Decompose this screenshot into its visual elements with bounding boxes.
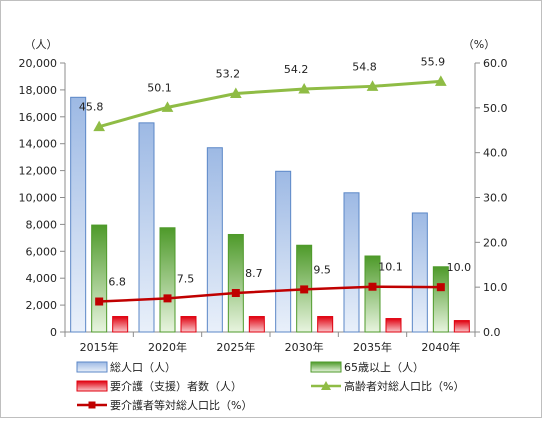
data-label: 10.0 [447, 261, 472, 274]
bar-1-2040年 [411, 212, 428, 333]
data-label: 54.2 [284, 63, 309, 76]
bar-1-2015年 [70, 96, 87, 333]
line-marker-triangle [298, 82, 311, 94]
y-left-tick-label: 12,000 [19, 165, 58, 178]
line-marker-square [300, 285, 309, 294]
bar-1-2035年 [343, 192, 360, 333]
line-series-1 [98, 79, 441, 129]
bar-2-2015年 [91, 224, 108, 333]
y-left-tick-label: 16,000 [19, 111, 58, 124]
legend-label: 65歳以上（人） [344, 361, 424, 374]
data-label: 7.5 [177, 272, 195, 285]
chart-legend: 総人口（人） 65歳以上（人） 要介護（支援）者数（人） 高齢者対総人口比（%） 要介護… [76, 360, 464, 412]
line-marker-triangle [229, 87, 242, 98]
y-right-tick-label: 30.0 [483, 192, 508, 205]
bar-3-2030年 [317, 316, 334, 333]
y-left-tick-label: 6,000 [26, 245, 58, 258]
line-marker-square [368, 282, 377, 291]
data-label: 9.5 [313, 263, 331, 276]
bar-2-2040年 [432, 266, 449, 333]
bar-1-2025年 [206, 147, 223, 333]
bar-3-2040年 [453, 320, 470, 333]
bar-2-2035年 [364, 255, 381, 333]
data-label: 45.8 [79, 101, 104, 114]
y-right-tick-label: 60.0 [483, 57, 508, 70]
y-right-tick-label: 40.0 [483, 147, 508, 160]
bar-3-2020年 [180, 316, 197, 333]
y-left-unit: （人） [25, 38, 58, 51]
y-left-tick-label: 20,000 [19, 57, 58, 70]
line-marker-triangle [93, 120, 106, 132]
y-right-unit: （%） [463, 38, 495, 51]
data-label: 8.7 [245, 267, 263, 280]
legend-swatch [310, 361, 342, 373]
line-marker-triangle [161, 101, 174, 112]
y-right-tick-label: 0.0 [483, 326, 501, 339]
line-marker-triangle [366, 80, 379, 91]
x-tick-label: 2015年 [80, 340, 119, 354]
y-right-tick-label: 10.0 [483, 281, 508, 294]
plot-area: 0 2,000 4,000 6,000 8,000 10,000 12,000 14,000 1… [19, 38, 508, 354]
legend-swatch [76, 361, 108, 373]
legend-label: 高齢者対総人口比（%） [344, 379, 464, 393]
y-left-tick-label: 2,000 [26, 299, 58, 312]
bar-2-2025年 [227, 233, 244, 333]
line-marker-square [436, 283, 445, 292]
legend-marker [321, 381, 331, 390]
x-tick-label: 2035年 [353, 340, 392, 354]
legend-label: 要介護者等対総人口比（%） [110, 398, 252, 412]
line-marker-triangle [434, 75, 447, 86]
x-tick-label: 2030年 [285, 340, 324, 354]
x-tick-label: 2020年 [148, 340, 187, 354]
line-marker-square [95, 297, 104, 306]
y-left-tick-label: 14,000 [19, 138, 58, 151]
y-left-tick-label: 8,000 [26, 218, 58, 231]
y-right-tick-label: 20.0 [483, 236, 508, 249]
bar-3-2025年 [248, 316, 265, 333]
data-label: 10.1 [378, 261, 403, 274]
y-left-tick-label: 4,000 [26, 272, 58, 285]
data-label: 54.8 [352, 60, 377, 73]
data-label: 53.2 [216, 67, 241, 80]
x-tick-label: 2040年 [421, 340, 460, 354]
y-left-tick-label: 10,000 [19, 192, 58, 205]
bar-1-2020年 [138, 122, 155, 333]
line-marker-square [163, 294, 172, 303]
bar-1-2030年 [275, 170, 292, 333]
y-left-tick-label: 0 [50, 326, 57, 339]
bar-2-2020年 [159, 227, 176, 333]
bar-3-2015年 [112, 316, 129, 333]
line-marker-square [231, 288, 240, 297]
data-label: 55.9 [421, 55, 446, 68]
line-series-2 [99, 285, 441, 303]
bar-3-2035年 [385, 318, 402, 333]
y-left-tick-label: 18,000 [19, 84, 58, 97]
data-label: 6.8 [108, 276, 126, 289]
legend-label: 要介護（支援）者数（人） [110, 379, 242, 393]
legend-marker [88, 401, 96, 409]
legend-swatch [76, 380, 108, 392]
x-tick-label: 2025年 [216, 340, 255, 354]
y-right-tick-label: 50.0 [483, 102, 508, 115]
legend-label: 総人口（人） [110, 360, 176, 374]
data-label: 50.1 [147, 81, 172, 94]
